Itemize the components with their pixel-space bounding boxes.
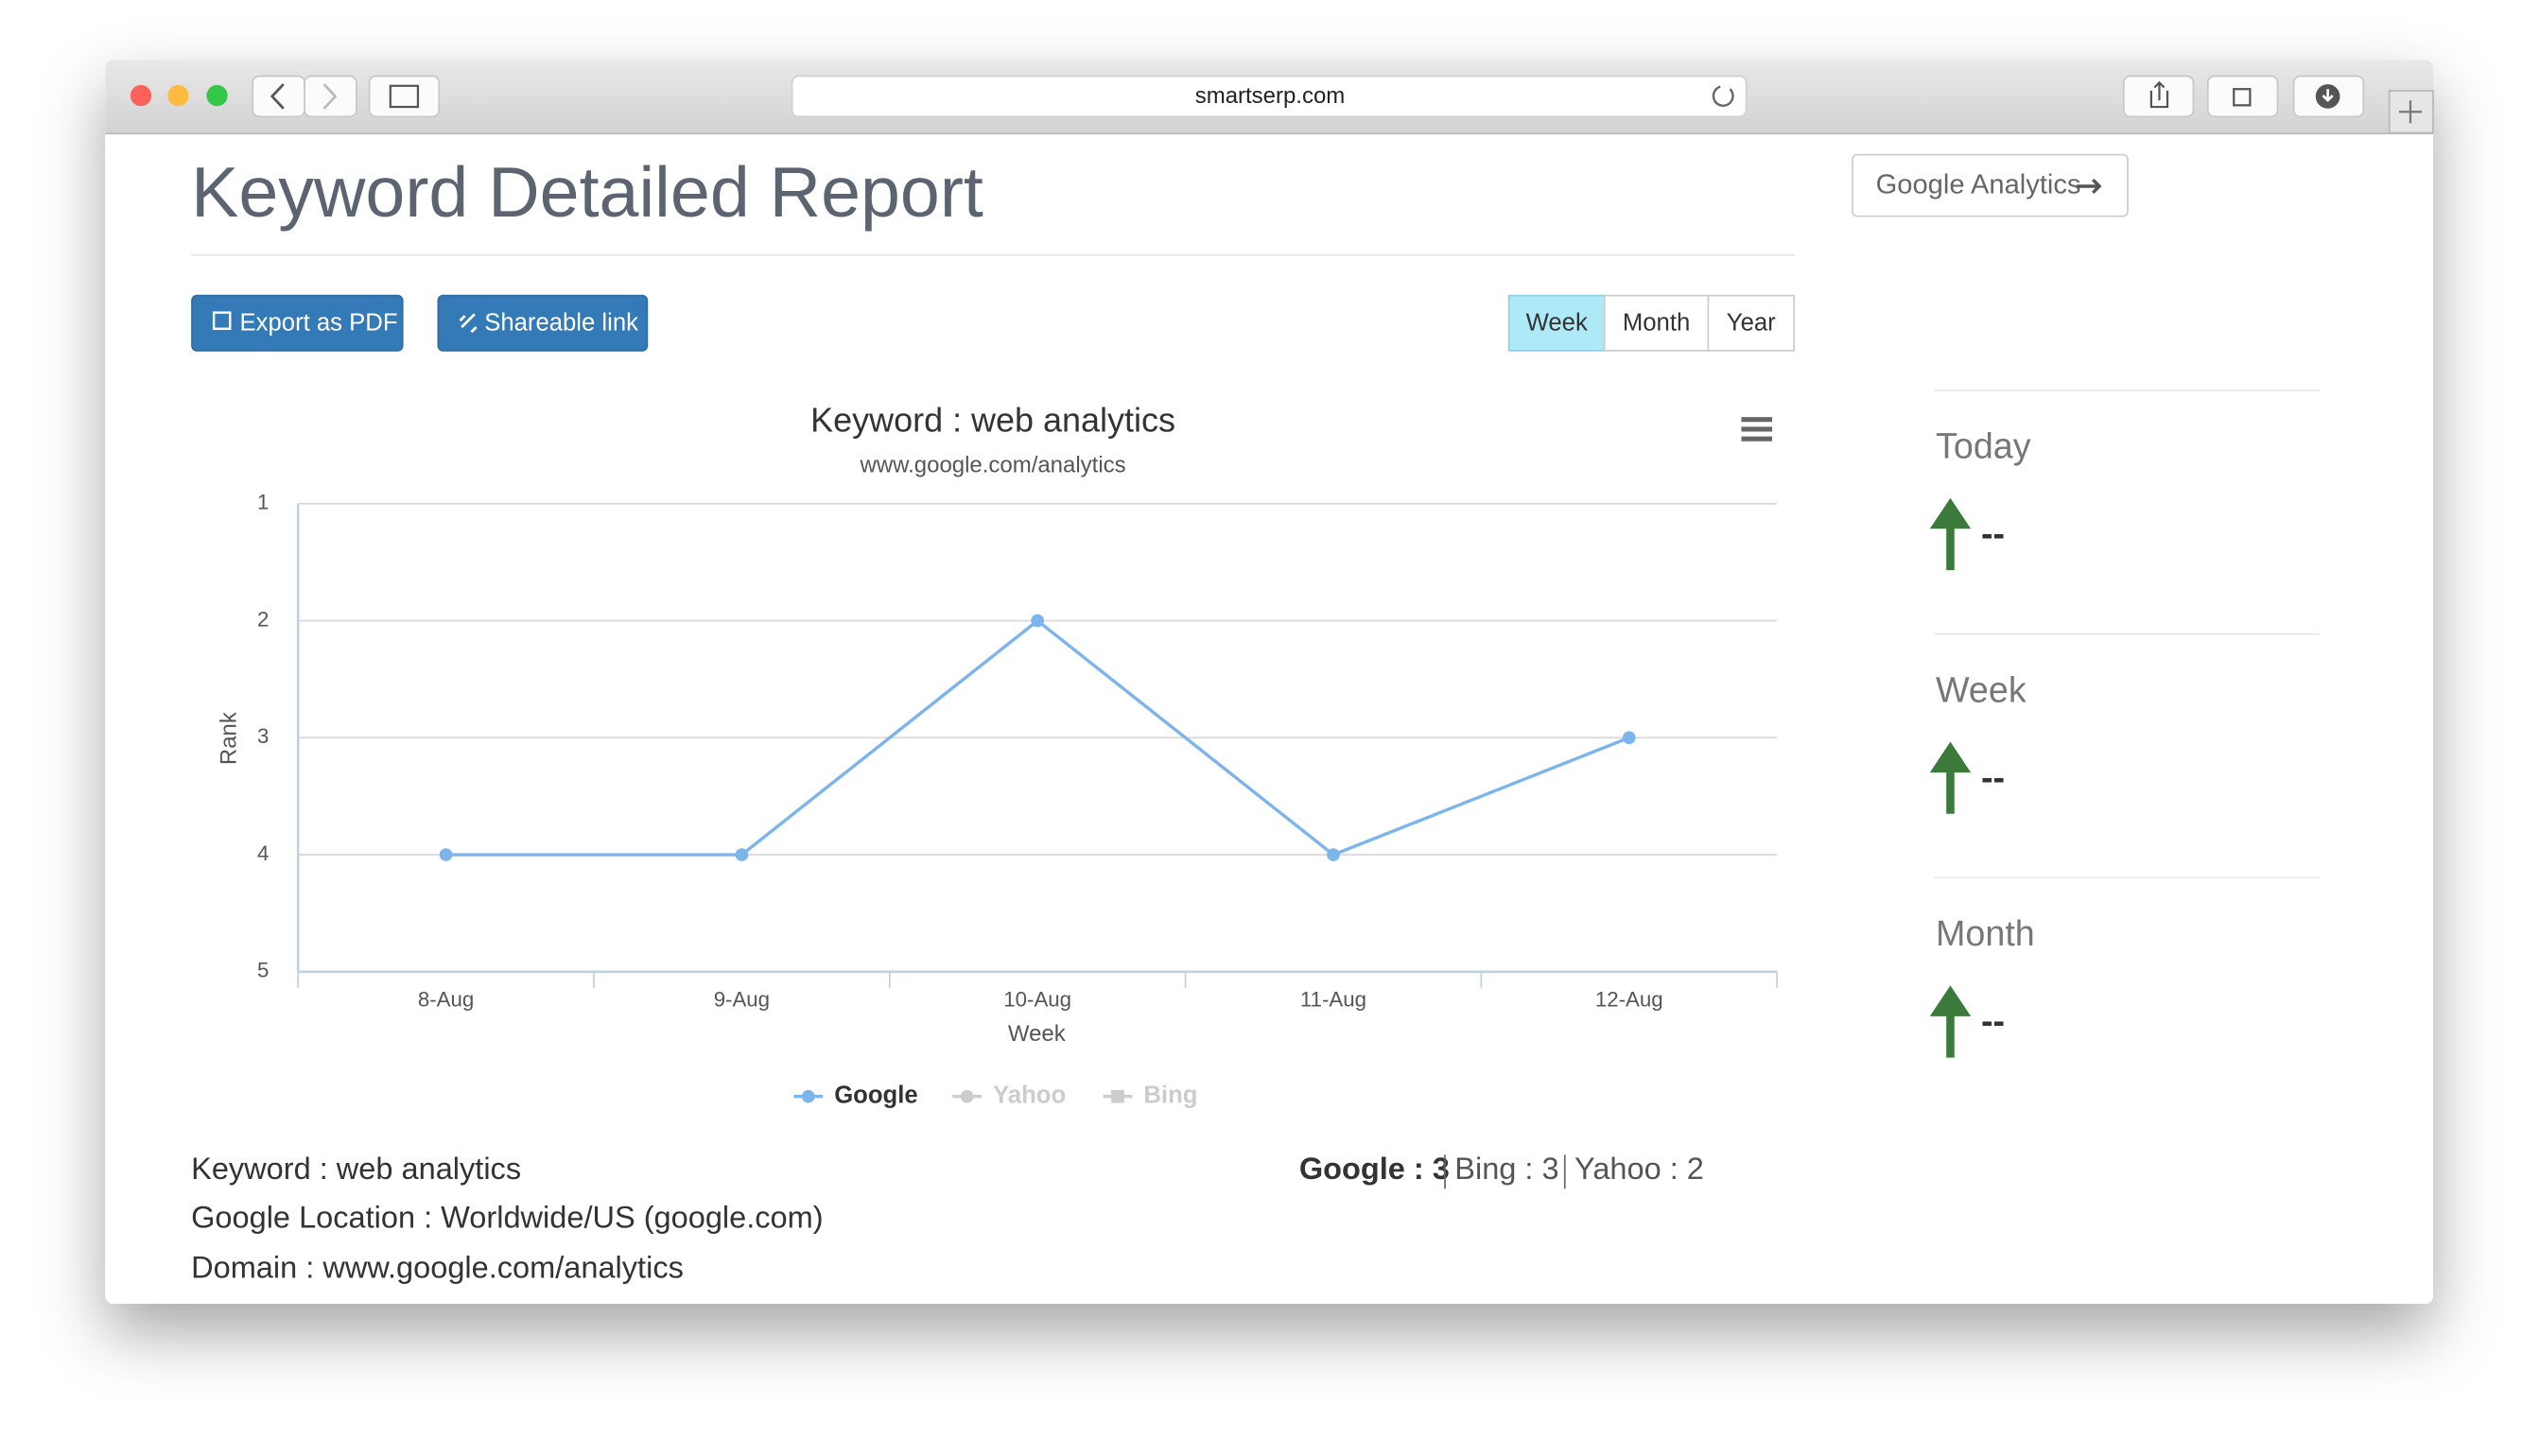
change-period: Week (1936, 669, 2027, 709)
chart-menu[interactable] (1741, 417, 1773, 442)
sidebar-button[interactable] (368, 75, 441, 118)
downloads-arrow (2322, 89, 2334, 103)
change-value: -- (1981, 1001, 2005, 1041)
address-bar[interactable] (791, 75, 1748, 118)
detail-location: Google Location : Worldwide/US (google.c… (191, 1200, 823, 1234)
x-tick-label: 12-Aug (1595, 988, 1663, 1012)
change-panel: Today -- Week -- Month -- (1929, 389, 2321, 1058)
link-icon (459, 313, 478, 334)
minimize-button[interactable] (167, 84, 189, 107)
detail-domain: Domain : www.google.com/analytics (191, 1251, 684, 1285)
y-tick-label: 3 (257, 724, 269, 748)
url: smartserp.com (1195, 83, 1345, 109)
legend-label[interactable]: Bing (1143, 1082, 1197, 1108)
chart-subtitle: www.google.com/analytics (860, 453, 1126, 478)
zoom-button[interactable] (206, 84, 228, 107)
y-tick-label: 2 (257, 607, 269, 631)
tabs-icon (2233, 88, 2252, 107)
x-tick-label: 8-Aug (418, 988, 474, 1012)
change-value: -- (1981, 513, 2005, 553)
legend-marker[interactable] (1111, 1089, 1124, 1103)
share-link-label: Shareable link (484, 309, 638, 336)
y-tick-label: 5 (257, 959, 269, 982)
period-button[interactable] (1507, 294, 1606, 352)
period-label: Year (1727, 309, 1776, 336)
reload-icon[interactable] (1712, 85, 1734, 107)
browser-window (105, 60, 2433, 1304)
legend-marker[interactable] (801, 1089, 815, 1103)
analytics-button[interactable] (1851, 153, 2129, 217)
up-arrow (1929, 497, 1972, 570)
period-label: Week (1526, 309, 1588, 336)
rank-item: Yahoo : 2 (1574, 1152, 1704, 1186)
analytics-button-label: Google Analytics (1876, 170, 2081, 200)
export-button[interactable] (191, 294, 404, 352)
detail-keyword: Keyword : web analytics (191, 1152, 521, 1186)
analytics-arrow (2077, 178, 2102, 195)
legend-label[interactable]: Yahoo (993, 1082, 1066, 1108)
point (1031, 614, 1045, 628)
sidebar-icon (389, 84, 420, 109)
share-link-button[interactable] (437, 294, 649, 352)
new-tab-icon (2398, 100, 2422, 124)
x-tick-label: 9-Aug (714, 988, 770, 1012)
back-icon (270, 83, 285, 110)
export-label: Export as PDF (240, 309, 398, 336)
y-tick-label: 1 (257, 491, 269, 514)
point (1327, 848, 1340, 861)
back-button[interactable] (252, 75, 305, 118)
period-selector: Week Month Year (1507, 294, 1796, 352)
period-button[interactable] (1707, 294, 1796, 352)
up-arrow (1929, 741, 1972, 814)
point (1622, 731, 1636, 745)
x-axis-label: Week (1008, 1021, 1067, 1047)
rank-summary: Google : 3 Bing : 3 Yahoo : 2 (1299, 1152, 1704, 1189)
point (735, 848, 749, 861)
y-tick-label: 4 (257, 841, 269, 865)
x-tick-label: 10-Aug (1003, 988, 1071, 1012)
rank-item: Google : 3 (1299, 1152, 1450, 1186)
rank-item: Bing : 3 (1454, 1152, 1558, 1186)
x-tick-label: 11-Aug (1300, 988, 1366, 1012)
up-arrow (1929, 985, 1972, 1058)
chart-title: Keyword : web analytics (810, 401, 1175, 440)
y-axis-label: Rank (217, 711, 242, 765)
chart: Keyword : web analytics www.google.com/a… (217, 401, 1779, 1108)
page-title: Keyword Detailed Report (191, 152, 983, 232)
period-label: Month (1623, 309, 1690, 336)
change-value: -- (1981, 757, 2005, 797)
close-button[interactable] (130, 84, 152, 107)
legend-label[interactable]: Google (834, 1082, 917, 1108)
change-period: Today (1936, 425, 2031, 465)
forward-icon (322, 83, 338, 110)
forward-button[interactable] (304, 75, 357, 118)
change-period: Month (1936, 913, 2035, 953)
legend-marker[interactable] (960, 1089, 974, 1103)
point (439, 848, 453, 861)
share-icon (2149, 80, 2169, 109)
tabs-button[interactable] (2206, 75, 2279, 118)
export-icon (212, 311, 232, 330)
